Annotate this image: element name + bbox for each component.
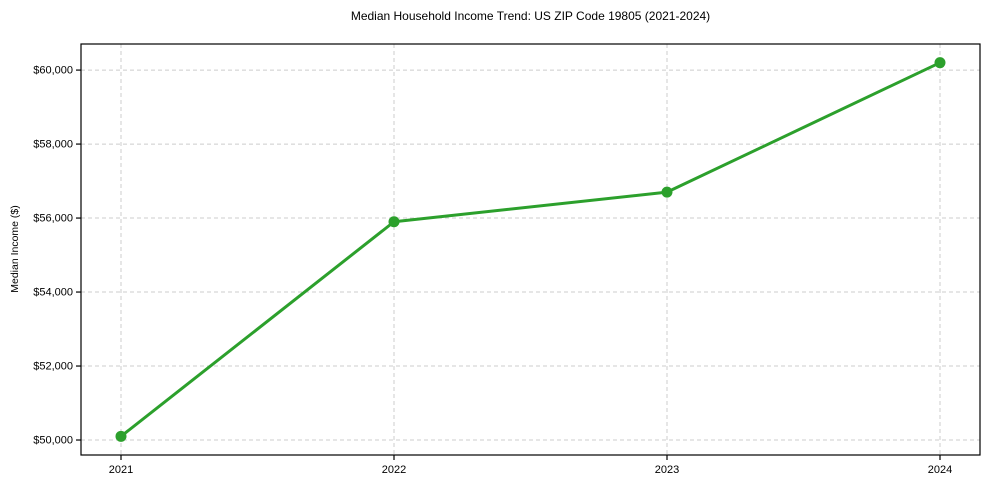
y-tick-label: $50,000	[33, 435, 73, 447]
x-tick-label: 2022	[382, 464, 406, 476]
y-tick-label: $52,000	[33, 361, 73, 373]
x-tick-label: 2023	[655, 464, 679, 476]
x-tick-label: 2024	[928, 464, 952, 476]
data-point-2024	[934, 57, 946, 69]
data-point-2023	[661, 186, 673, 198]
y-tick-label: $56,000	[33, 213, 73, 225]
chart-title: Median Household Income Trend: US ZIP Co…	[350, 9, 711, 23]
data-point-2021	[115, 430, 127, 442]
plot-border	[80, 43, 981, 456]
y-tick-label: $60,000	[33, 65, 73, 77]
data-point-2022	[388, 216, 400, 228]
y-tick-label: $54,000	[33, 287, 73, 299]
x-tick-label: 2021	[109, 464, 133, 476]
trend-line	[119, 61, 942, 438]
y-tick-label: $58,000	[33, 139, 73, 151]
